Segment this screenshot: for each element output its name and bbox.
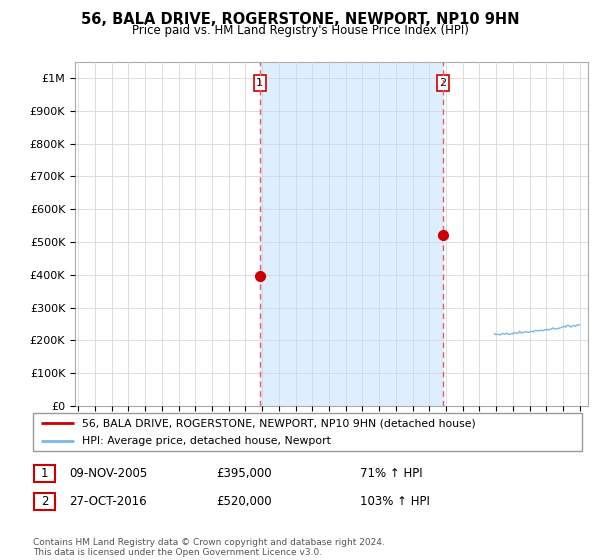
Text: 56, BALA DRIVE, ROGERSTONE, NEWPORT, NP10 9HN (detached house): 56, BALA DRIVE, ROGERSTONE, NEWPORT, NP1… bbox=[82, 418, 476, 428]
FancyBboxPatch shape bbox=[33, 413, 582, 451]
Text: Price paid vs. HM Land Registry's House Price Index (HPI): Price paid vs. HM Land Registry's House … bbox=[131, 24, 469, 37]
Text: 2: 2 bbox=[440, 78, 446, 88]
Text: £395,000: £395,000 bbox=[216, 466, 272, 480]
Bar bbox=[260, 62, 443, 406]
Text: £520,000: £520,000 bbox=[216, 494, 272, 508]
FancyBboxPatch shape bbox=[34, 465, 55, 482]
Text: 09-NOV-2005: 09-NOV-2005 bbox=[69, 466, 147, 480]
Text: 103% ↑ HPI: 103% ↑ HPI bbox=[360, 494, 430, 508]
Text: 1: 1 bbox=[256, 78, 263, 88]
Text: 56, BALA DRIVE, ROGERSTONE, NEWPORT, NP10 9HN: 56, BALA DRIVE, ROGERSTONE, NEWPORT, NP1… bbox=[81, 12, 519, 27]
Text: 27-OCT-2016: 27-OCT-2016 bbox=[69, 494, 146, 508]
Text: 2: 2 bbox=[41, 494, 48, 508]
Text: 1: 1 bbox=[41, 466, 48, 480]
Text: HPI: Average price, detached house, Newport: HPI: Average price, detached house, Newp… bbox=[82, 436, 331, 446]
Text: 71% ↑ HPI: 71% ↑ HPI bbox=[360, 466, 422, 480]
FancyBboxPatch shape bbox=[34, 493, 55, 510]
Text: Contains HM Land Registry data © Crown copyright and database right 2024.
This d: Contains HM Land Registry data © Crown c… bbox=[33, 538, 385, 557]
